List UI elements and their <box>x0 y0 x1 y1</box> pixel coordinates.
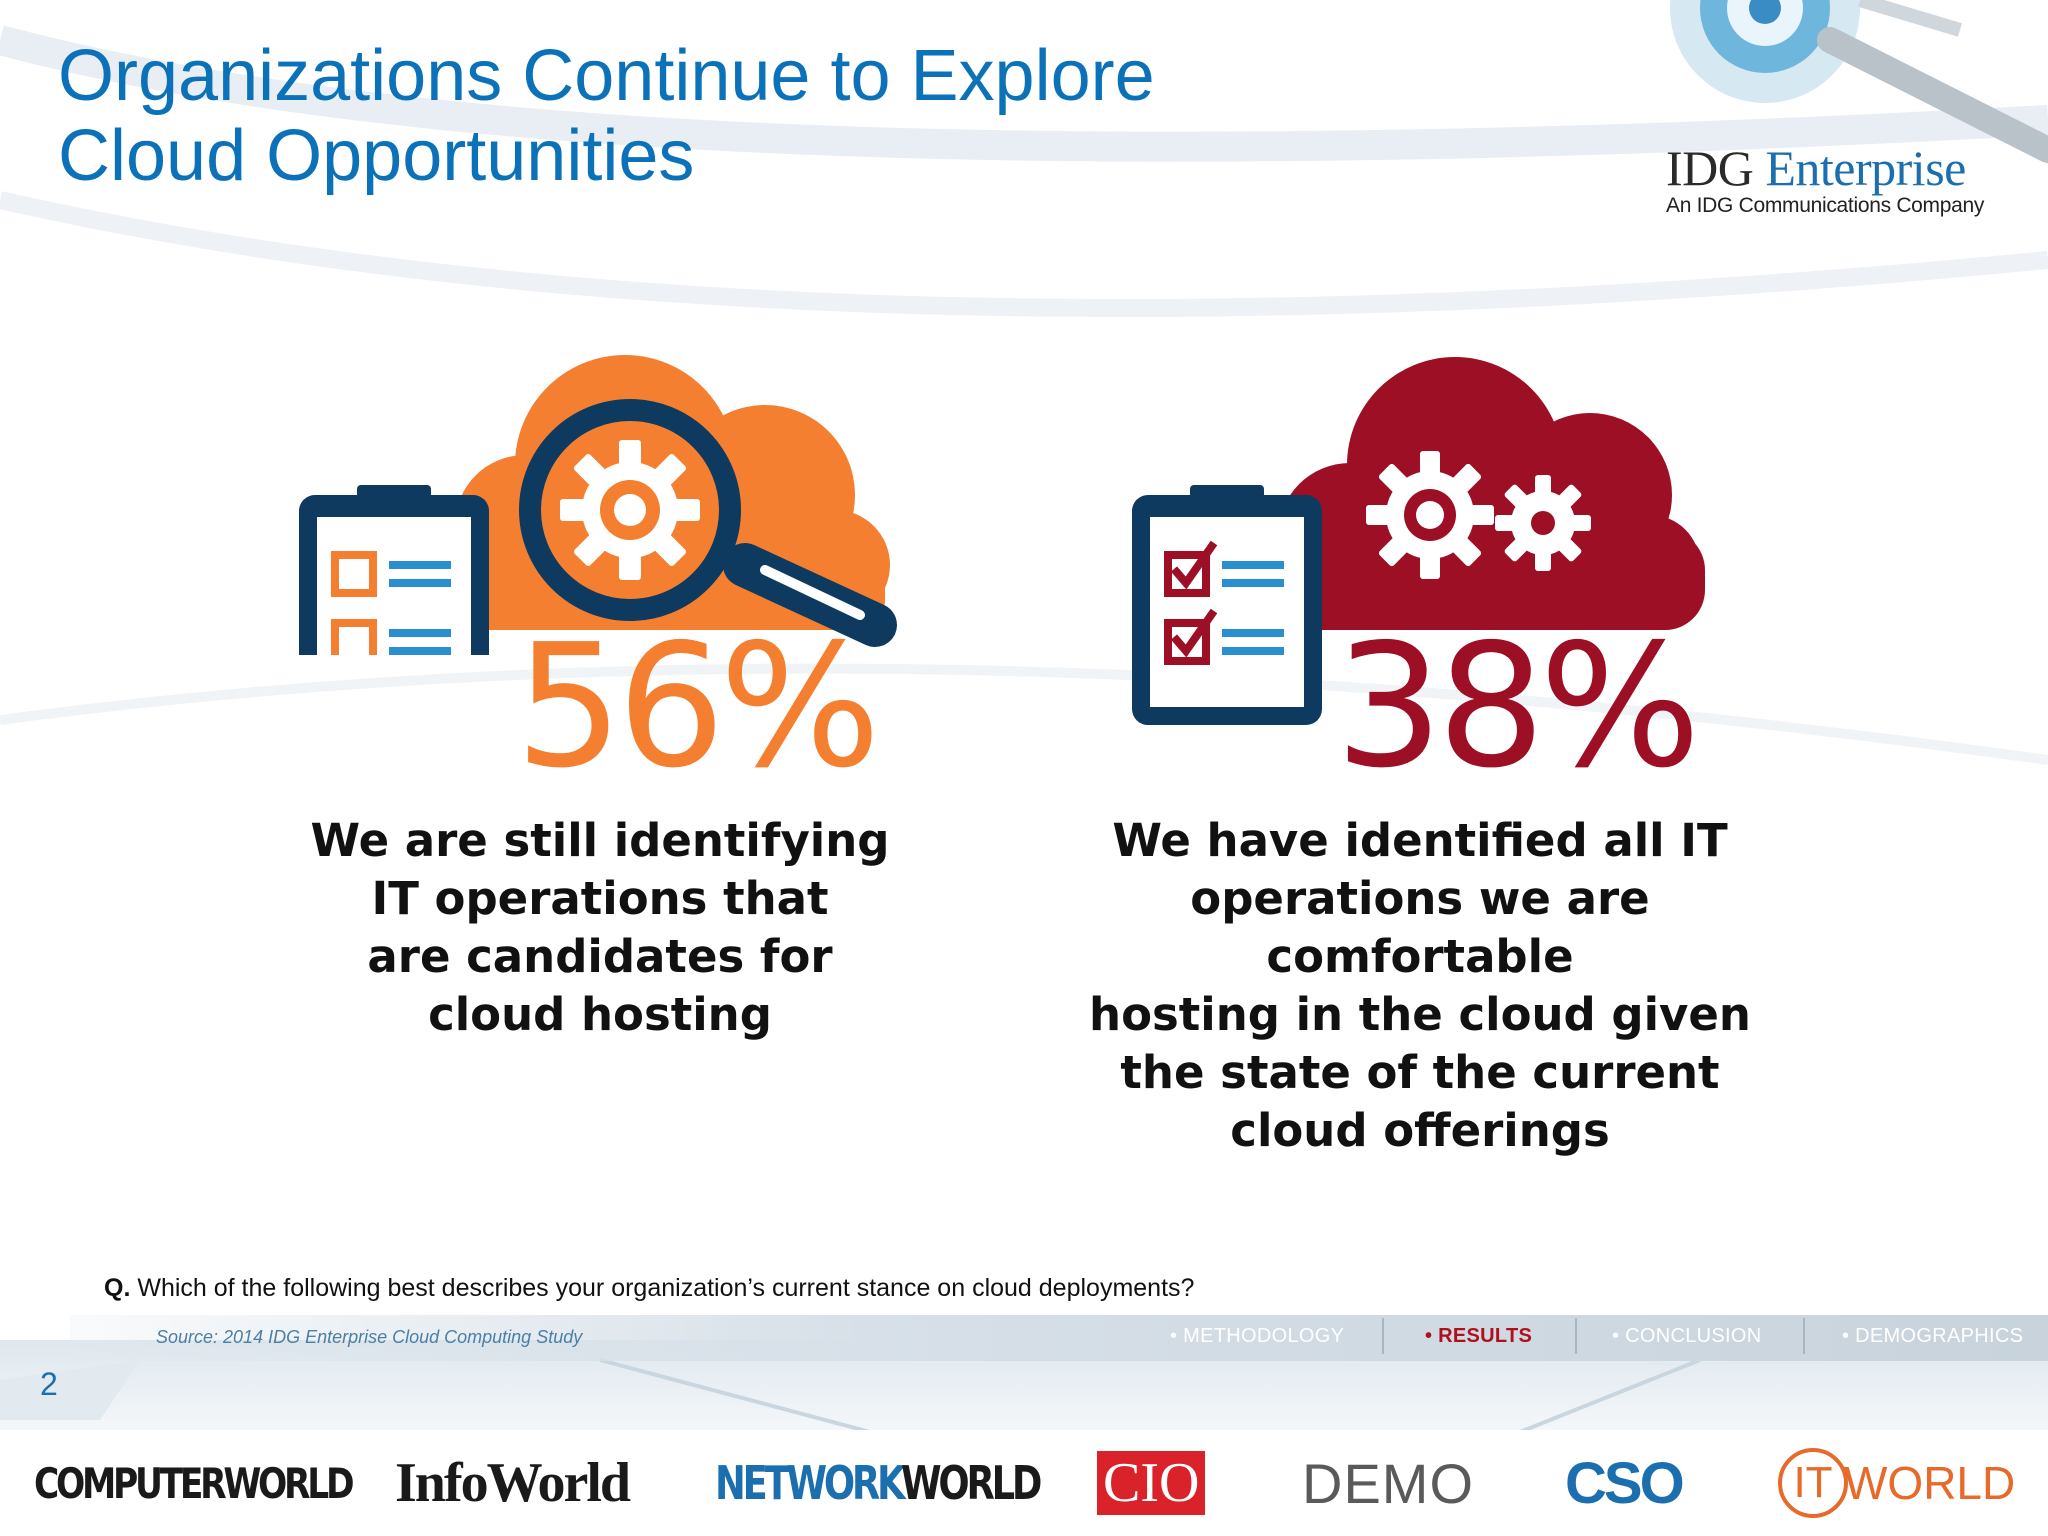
clipboard-checked-cloud-gears-icon <box>1132 357 1705 725</box>
source-citation: Source: 2014 IDG Enterprise Cloud Comput… <box>156 1327 583 1347</box>
idg-enterprise-logo: IDG Enterprise An IDG Communications Com… <box>1666 140 1996 218</box>
question-prefix: Q. <box>104 1274 131 1302</box>
nav-divider <box>1382 1318 1384 1354</box>
brand-name-enterprise: Enterprise <box>1765 140 1966 196</box>
publication-logos: COMPUTERWORLD InfoWorld NETWORK WORLD CI… <box>0 1430 2048 1536</box>
slide-title: Organizations Continue to Explore Cloud … <box>58 36 1155 196</box>
stat-2-description: We have identified all IT operations we … <box>1089 814 1751 1157</box>
brand-name-idg: IDG <box>1666 140 1754 196</box>
itworld-logo: IT WORLD <box>1778 1448 2015 1518</box>
clipboard-cloud-magnifier-gear-icon <box>299 355 897 655</box>
infoworld-logo: InfoWorld <box>395 1452 631 1514</box>
title-line-1: Organizations Continue to Explore <box>58 36 1155 116</box>
page-number: 2 <box>40 1366 58 1402</box>
nav-divider <box>1803 1318 1805 1354</box>
stat-1-percentage: 56% <box>515 608 881 806</box>
brand-tagline: An IDG Communications Company <box>1666 194 1985 217</box>
nav-divider <box>1575 1318 1577 1354</box>
nav-methodology[interactable]: • METHODOLOGY <box>1170 1325 1345 1347</box>
networkworld-logo: NETWORK WORLD <box>715 1456 1043 1510</box>
question-text: Which of the following best describes yo… <box>137 1274 1195 1302</box>
nav-results[interactable]: • RESULTS <box>1425 1325 1533 1347</box>
cio-logo: CIO <box>1097 1448 1206 1518</box>
title-line-2: Cloud Opportunities <box>58 116 695 196</box>
demo-logo: DEMO <box>1302 1451 1474 1515</box>
stat-2-percentage: 38% <box>1335 608 1701 806</box>
brand-name: IDG Enterprise <box>1666 140 1996 196</box>
footer-navbar: Source: 2014 IDG Enterprise Cloud Comput… <box>70 1315 2048 1361</box>
nav-demographics[interactable]: • DEMOGRAPHICS <box>1842 1325 2024 1347</box>
survey-question: Q. Which of the following best describes… <box>104 1274 1194 1303</box>
nav-conclusion[interactable]: • CONCLUSION <box>1612 1325 1762 1347</box>
cso-logo: CSO <box>1565 1450 1685 1516</box>
computerworld-logo: COMPUTERWORLD <box>34 1458 355 1508</box>
stat-1-description: We are still identifying IT operations t… <box>310 814 890 1041</box>
